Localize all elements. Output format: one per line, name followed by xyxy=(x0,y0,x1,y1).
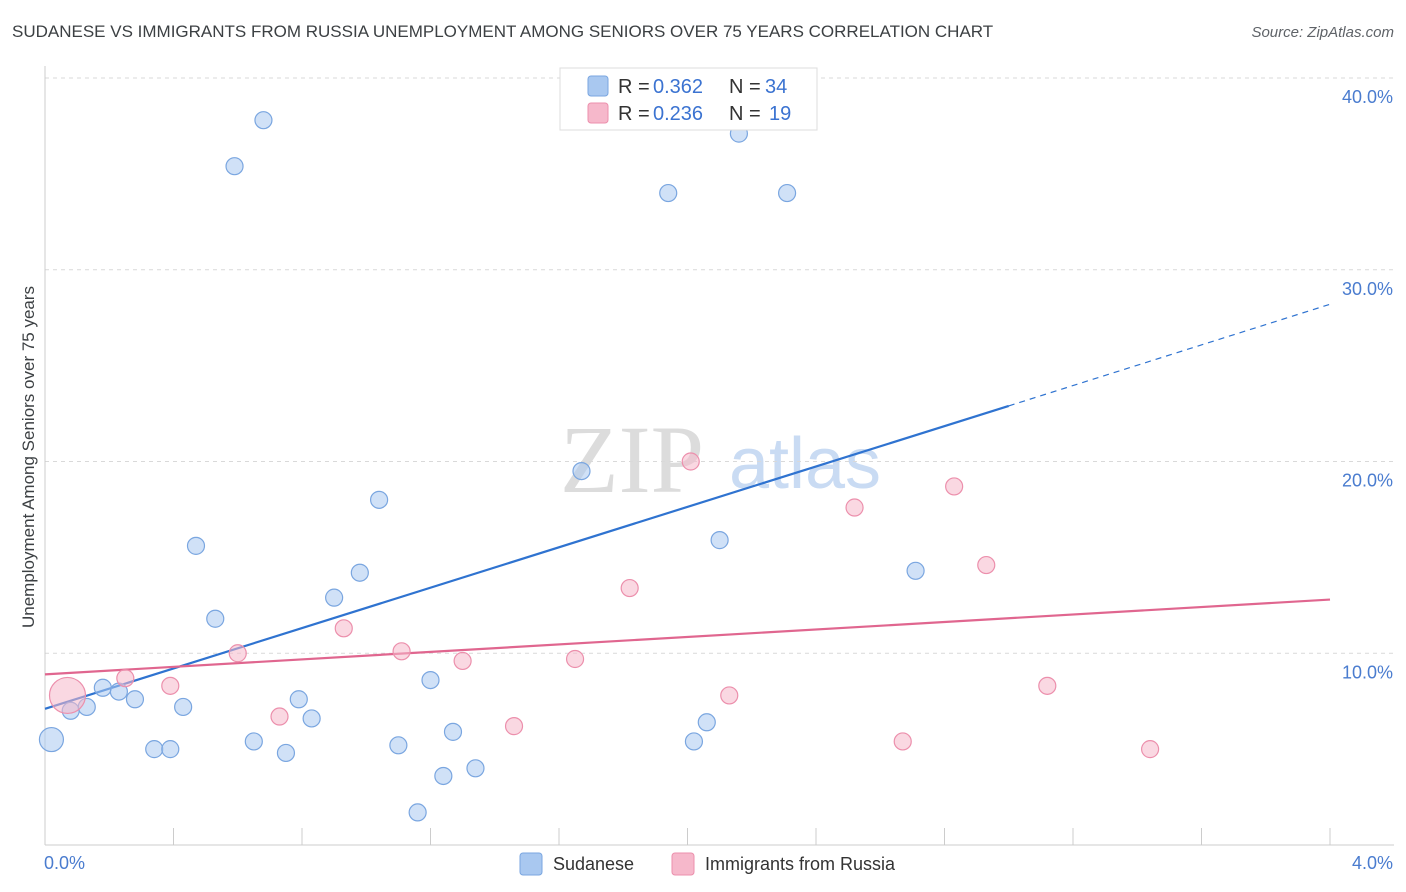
series-legend-swatch-sudanese xyxy=(519,852,543,876)
point-sudanese xyxy=(145,740,164,759)
point-sudanese xyxy=(289,690,308,709)
point-sudanese xyxy=(389,736,408,755)
legend-r-value-russia: 0.236 xyxy=(653,103,703,125)
stats-legend: R = 0.362 N = 34 R = 0.236 N = 19 xyxy=(559,67,818,131)
legend-swatch-sudanese xyxy=(587,75,609,97)
point-sudanese xyxy=(161,740,180,759)
y-tick-label: 20.0% xyxy=(1342,471,1393,491)
point-sudanese xyxy=(302,709,321,728)
point-sudanese xyxy=(350,563,369,582)
point-sudanese xyxy=(466,759,485,778)
series-legend: Sudanese Immigrants from Russia xyxy=(519,852,896,876)
point-russia xyxy=(977,555,996,575)
point-russia xyxy=(392,642,411,661)
point-sudanese xyxy=(225,157,244,176)
point-sudanese xyxy=(93,678,112,697)
point-russia xyxy=(845,498,864,517)
point-sudanese xyxy=(244,732,263,751)
point-sudanese xyxy=(684,732,704,751)
point-russia xyxy=(720,686,739,705)
point-russia xyxy=(504,717,524,736)
point-russia xyxy=(945,477,964,496)
point-sudanese xyxy=(38,726,65,753)
point-sudanese xyxy=(254,111,273,130)
trendline-sudanese xyxy=(44,404,1010,710)
point-sudanese xyxy=(174,697,193,717)
point-russia xyxy=(334,619,353,638)
point-sudanese xyxy=(434,766,453,786)
point-russia xyxy=(1140,740,1160,759)
trendline-russia xyxy=(44,598,1331,676)
point-sudanese xyxy=(276,743,296,763)
point-sudanese xyxy=(206,609,225,628)
series-legend-label-russia: Immigrants from Russia xyxy=(705,854,896,874)
legend-r-label-sudanese: R = xyxy=(618,76,650,98)
chart-title: SUDANESE VS IMMIGRANTS FROM RUSSIA UNEMP… xyxy=(12,22,994,41)
point-sudanese xyxy=(421,670,440,690)
watermark: ZIP atlas xyxy=(560,406,881,513)
series-legend-label-sudanese: Sudanese xyxy=(553,854,634,874)
point-russia xyxy=(228,644,247,663)
point-sudanese xyxy=(125,690,145,709)
point-russia xyxy=(270,707,289,726)
point-sudanese xyxy=(408,803,427,822)
point-sudanese xyxy=(325,588,344,607)
point-russia xyxy=(565,649,585,669)
legend-swatch-russia xyxy=(587,102,609,124)
x-tick-label-max: 4.0% xyxy=(1352,853,1393,873)
y-tick-label: 30.0% xyxy=(1342,279,1393,299)
point-russia xyxy=(1038,676,1057,695)
x-tick-labels: 0.0% 4.0% xyxy=(44,853,1393,873)
point-sudanese xyxy=(572,461,591,481)
point-russia xyxy=(620,578,639,598)
y-tick-label: 40.0% xyxy=(1342,87,1393,107)
y-axis-label: Unemployment Among Seniors over 75 years xyxy=(19,286,38,628)
legend-r-value-sudanese: 0.362 xyxy=(653,76,703,98)
trendline-sudanese-extension xyxy=(1008,303,1331,407)
point-russia xyxy=(893,732,912,751)
point-russia xyxy=(453,651,472,671)
x-tick-label-min: 0.0% xyxy=(44,853,85,873)
point-russia xyxy=(48,676,87,715)
y-tick-label: 10.0% xyxy=(1342,662,1393,682)
watermark-zip: ZIP xyxy=(560,406,704,513)
watermark-atlas: atlas xyxy=(729,424,881,504)
point-sudanese xyxy=(186,536,206,555)
point-sudanese xyxy=(906,561,925,580)
point-russia xyxy=(161,676,180,695)
point-sudanese xyxy=(659,183,678,203)
data-points xyxy=(38,111,1160,822)
y-tick-labels: 10.0% 20.0% 30.0% 40.0% xyxy=(1342,87,1393,682)
point-sudanese xyxy=(777,183,797,203)
point-russia xyxy=(681,452,700,471)
legend-n-label-russia: N = xyxy=(729,103,761,125)
legend-r-label-russia: R = xyxy=(618,103,650,125)
point-sudanese xyxy=(710,531,729,550)
legend-n-value-russia: 19 xyxy=(769,103,791,125)
point-sudanese xyxy=(370,490,389,509)
trend-lines xyxy=(44,303,1331,710)
point-russia xyxy=(116,669,135,688)
gridlines xyxy=(45,77,1394,654)
axes xyxy=(44,66,1394,846)
point-sudanese xyxy=(443,722,463,741)
point-sudanese xyxy=(697,713,716,732)
source-credit: Source: ZipAtlas.com xyxy=(1251,24,1394,41)
legend-n-value-sudanese: 34 xyxy=(765,76,787,98)
series-legend-swatch-russia xyxy=(671,852,695,876)
legend-n-label-sudanese: N = xyxy=(729,76,761,98)
